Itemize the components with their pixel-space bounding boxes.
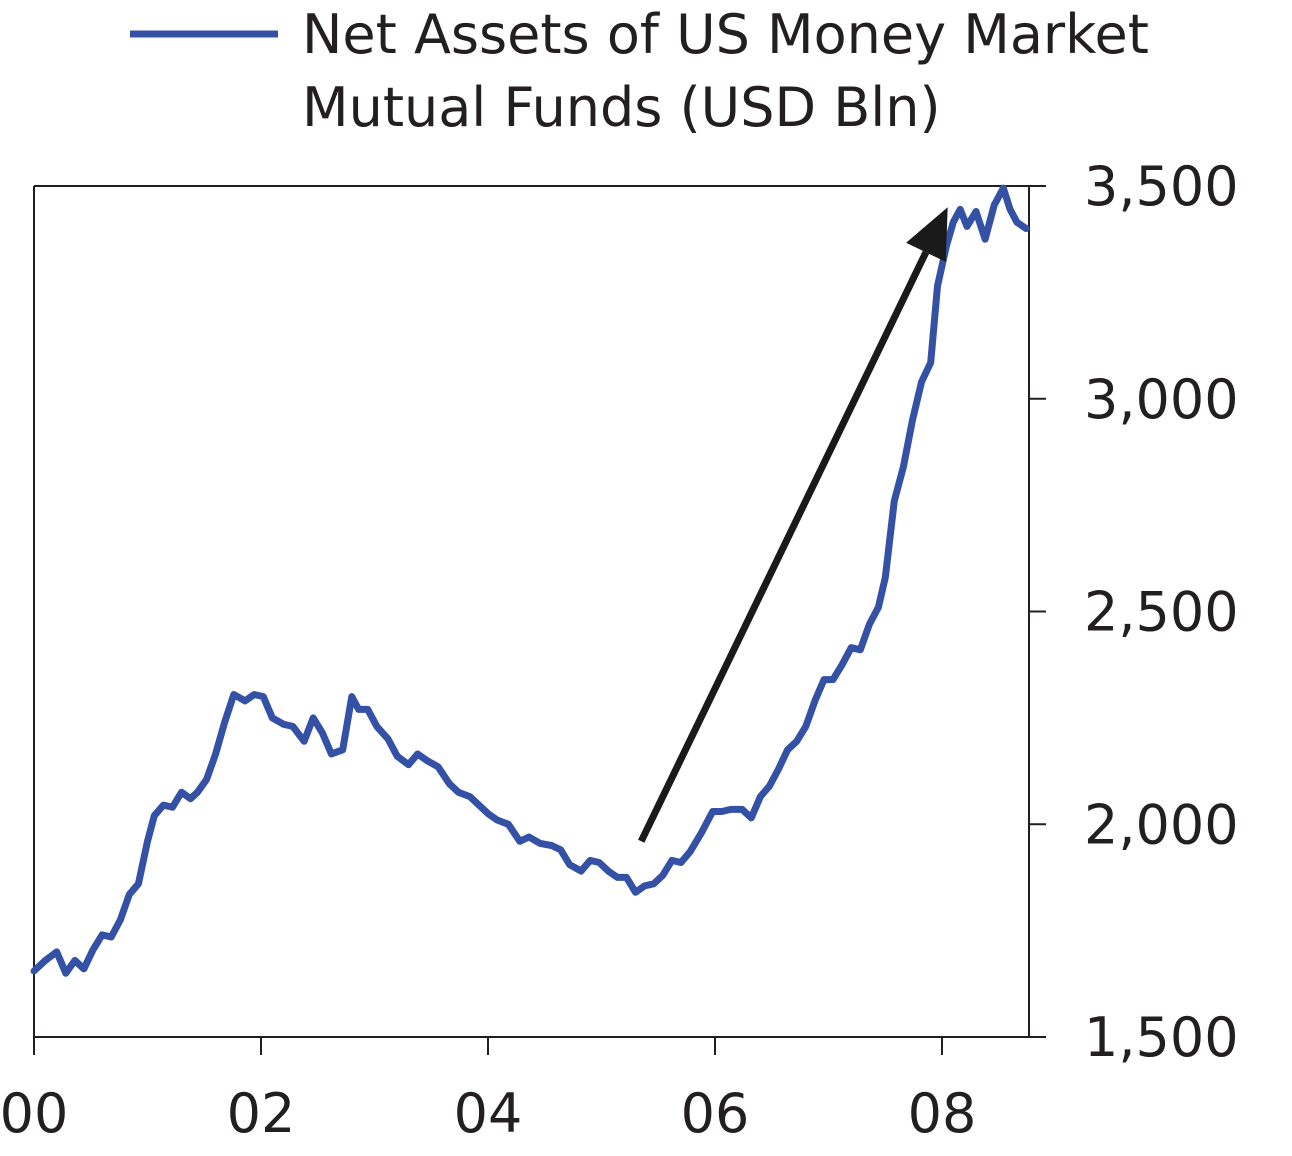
- legend-label-line1: Net Assets of US Money Market: [302, 3, 1149, 66]
- y-tick-label: 2,500: [1084, 581, 1239, 644]
- x-axis: 00 02 04 06 08: [0, 1037, 976, 1145]
- x-tick-label: 08: [908, 1082, 977, 1145]
- y-axis: 1,500 2,000 2,500 3,000 3,500: [1029, 155, 1239, 1069]
- legend: Net Assets of US Money Market Mutual Fun…: [130, 3, 1149, 139]
- trend-arrow-shaft: [638, 250, 930, 843]
- plot-area: [30, 184, 1030, 977]
- plot-frame: [33, 185, 1046, 1038]
- trend-arrow-head: [906, 207, 948, 262]
- x-tick-label: 04: [454, 1082, 523, 1145]
- x-tick-label: 02: [227, 1082, 296, 1145]
- y-tick-label: 3,000: [1084, 368, 1239, 431]
- y-tick-label: 2,000: [1084, 793, 1239, 856]
- y-tick-label: 1,500: [1084, 1006, 1239, 1069]
- y-tick-label: 3,500: [1084, 155, 1239, 218]
- x-tick-label: 06: [681, 1082, 750, 1145]
- series-line-net-assets: [30, 184, 1030, 977]
- legend-label-line2: Mutual Funds (USD Bln): [302, 76, 941, 139]
- x-tick-label: 00: [0, 1082, 68, 1145]
